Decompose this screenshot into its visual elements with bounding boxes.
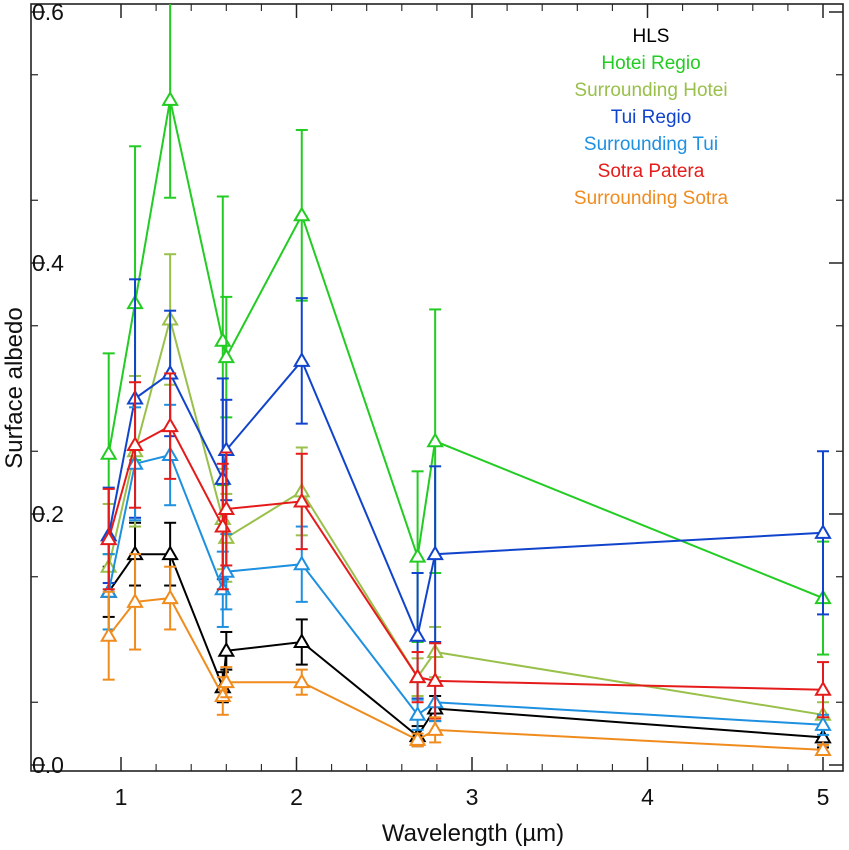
data-point xyxy=(426,720,444,736)
legend-entry: Sotra Patera xyxy=(598,161,705,182)
data-point xyxy=(408,547,427,563)
y-tick-label: 0.6 xyxy=(32,0,64,25)
legend-entry: Hotei Regio xyxy=(601,53,700,74)
data-point xyxy=(217,499,236,515)
x-axis: 1 2 3 4 5 xyxy=(115,4,830,810)
series-layer xyxy=(99,4,832,756)
data-point xyxy=(161,545,179,561)
series-line xyxy=(107,597,824,751)
data-point xyxy=(293,206,311,222)
data-point xyxy=(293,351,311,367)
data-point xyxy=(217,348,236,364)
data-point xyxy=(293,555,311,571)
legend-entry: Surrounding Sotra xyxy=(574,188,729,209)
y-axis: 0.0 0.2 0.4 0.6 xyxy=(31,0,843,778)
legend-entry: Surrounding Hotei xyxy=(574,80,727,101)
series-tui-regio xyxy=(99,278,832,700)
data-point xyxy=(293,673,311,689)
data-point xyxy=(426,432,444,448)
legend: HLS Hotei Regio Surrounding Hotei Tui Regio… xyxy=(574,26,729,209)
data-point xyxy=(126,435,144,451)
data-point xyxy=(814,740,832,756)
series-sotra-patera xyxy=(99,372,832,720)
data-point xyxy=(814,523,832,539)
data-point xyxy=(408,705,427,721)
legend-entry: Surrounding Tui xyxy=(584,134,718,155)
series-line xyxy=(107,553,824,739)
data-point xyxy=(426,545,444,561)
data-point xyxy=(126,592,144,608)
data-point xyxy=(408,626,427,642)
data-point xyxy=(161,417,179,433)
x-axis-label: Wavelength (µm) xyxy=(382,820,564,847)
y-tick-label: 0.4 xyxy=(32,250,64,276)
data-point xyxy=(161,90,179,106)
series-surrounding-sotra xyxy=(99,553,832,756)
data-point xyxy=(408,668,427,684)
legend-entry: HLS xyxy=(633,26,670,47)
legend-entry: Tui Regio xyxy=(611,107,692,128)
data-point xyxy=(814,715,832,731)
data-point xyxy=(99,444,118,460)
y-tick-label: 0.2 xyxy=(32,501,64,527)
x-tick-label: 1 xyxy=(115,784,128,810)
data-point xyxy=(217,641,236,657)
data-point xyxy=(217,673,236,689)
data-point xyxy=(161,589,179,605)
y-tick-label: 0.0 xyxy=(32,752,64,778)
x-tick-label: 5 xyxy=(817,784,830,810)
data-point xyxy=(293,633,311,649)
data-point xyxy=(99,530,118,546)
x-tick-label: 2 xyxy=(290,784,303,810)
x-tick-label: 4 xyxy=(641,784,654,810)
data-point xyxy=(214,331,232,347)
data-point xyxy=(426,671,444,687)
y-axis-label: Surface albedo xyxy=(1,307,28,468)
x-tick-label: 3 xyxy=(466,784,479,810)
data-point xyxy=(99,626,118,642)
series-line xyxy=(107,315,824,716)
data-point xyxy=(814,680,832,696)
data-point xyxy=(408,730,427,746)
data-point xyxy=(293,492,311,508)
